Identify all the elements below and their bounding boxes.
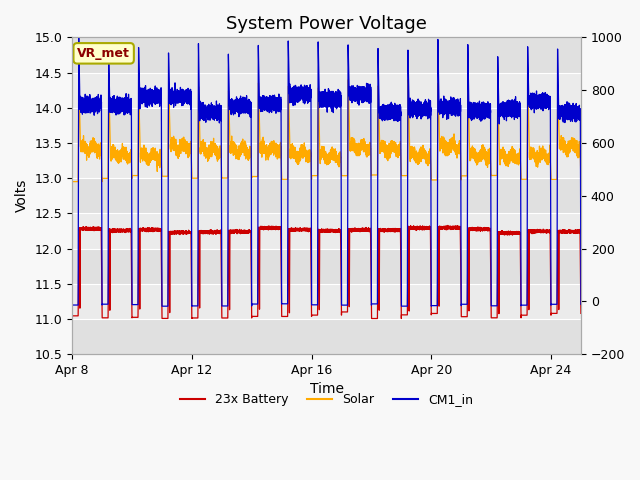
Bar <box>72 319 581 354</box>
X-axis label: Time: Time <box>310 383 344 396</box>
Title: System Power Voltage: System Power Voltage <box>226 15 427 33</box>
Bar <box>72 249 581 284</box>
Legend: 23x Battery, Solar, CM1_in: 23x Battery, Solar, CM1_in <box>175 388 478 411</box>
Bar <box>72 178 581 213</box>
Bar <box>72 213 581 249</box>
Text: VR_met: VR_met <box>77 47 130 60</box>
Bar <box>72 108 581 143</box>
Bar <box>72 72 581 108</box>
Y-axis label: Volts: Volts <box>15 179 29 213</box>
Bar <box>72 37 581 72</box>
Bar <box>72 143 581 178</box>
Bar <box>72 284 581 319</box>
